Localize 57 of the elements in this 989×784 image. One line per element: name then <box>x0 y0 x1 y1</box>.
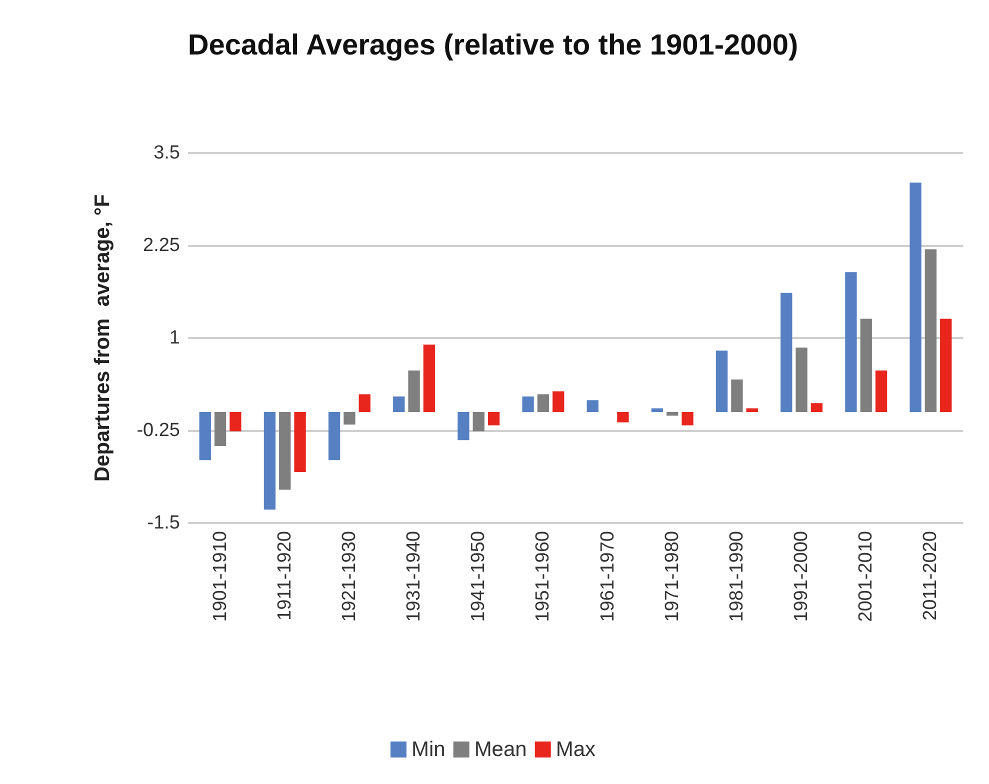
x-tick-label: 2001-2010 <box>856 531 877 622</box>
bar <box>344 412 356 425</box>
bar <box>458 412 470 440</box>
bar <box>472 412 484 432</box>
y-tick-label: 3.5 <box>154 142 180 164</box>
bar <box>423 344 436 412</box>
bar <box>294 412 306 472</box>
bar <box>230 412 242 432</box>
x-tick-label: 1901-1910 <box>210 531 231 622</box>
x-tick-label: 1981-1990 <box>726 531 748 622</box>
bar <box>651 408 664 412</box>
x-tick-label: 1921-1930 <box>338 531 360 622</box>
bar <box>214 412 226 446</box>
x-tick-label: 1991-2000 <box>791 531 812 622</box>
x-tick-label: 1931-1940 <box>404 531 425 622</box>
bar <box>522 396 534 412</box>
bar <box>810 403 823 412</box>
bar <box>358 394 370 412</box>
bar <box>682 412 694 426</box>
bar <box>666 412 678 416</box>
bar <box>780 292 792 412</box>
y-tick-label: 1 <box>169 328 180 348</box>
bar <box>264 412 276 510</box>
x-tick-label: 1911-1920 <box>274 531 296 620</box>
bar <box>860 318 872 412</box>
x-tick-label: 1971-1980 <box>662 531 683 622</box>
y-tick-label: 2.25 <box>143 235 180 256</box>
bar <box>716 350 728 412</box>
bar <box>488 412 500 426</box>
x-tick-label: 1951-1960 <box>532 531 554 622</box>
bar <box>199 412 211 460</box>
legend-label: Mean <box>474 738 527 761</box>
legend-label: Max <box>556 738 596 761</box>
bar <box>586 400 598 412</box>
bar <box>746 408 758 412</box>
y-tick-label: -0.25 <box>136 420 180 441</box>
bar <box>796 348 808 412</box>
x-tick-label: 1941-1950 <box>468 531 490 622</box>
bar <box>940 318 952 412</box>
bar <box>924 249 937 412</box>
chart-title: Decadal Averages (relative to the 1901-2000) <box>188 30 798 62</box>
bar <box>910 182 922 412</box>
bar <box>845 272 857 412</box>
x-tick-label: 2011-2020 <box>920 531 942 620</box>
bar <box>279 412 291 490</box>
bar <box>393 396 405 412</box>
bar <box>408 370 420 412</box>
y-axis-title: Departures from average, °F <box>91 194 114 482</box>
bar <box>731 379 743 412</box>
bar <box>537 394 550 412</box>
bar <box>875 370 888 412</box>
bar <box>617 412 629 422</box>
x-tick-label: 1961-1970 <box>597 531 618 622</box>
bar <box>552 391 564 412</box>
y-tick-label: -1.5 <box>147 512 180 534</box>
legend-label: Min <box>411 738 446 761</box>
bar <box>328 412 340 460</box>
